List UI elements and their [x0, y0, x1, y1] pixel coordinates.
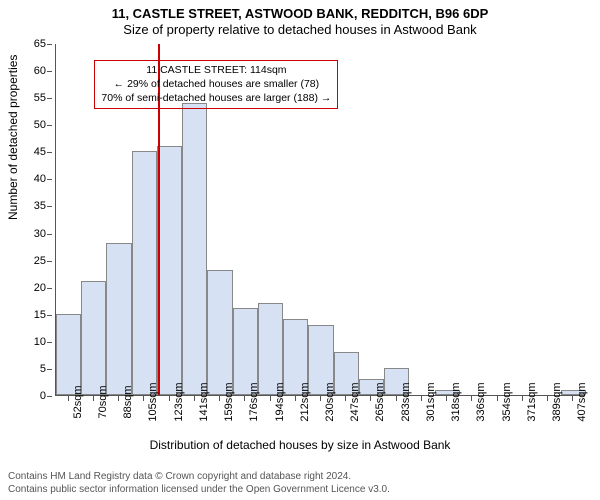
x-axis-label: Distribution of detached houses by size … — [0, 438, 600, 452]
x-tick-label: 52sqm — [72, 385, 84, 418]
y-tick-mark — [47, 342, 52, 343]
y-tick-label: 65 — [34, 38, 46, 50]
x-tick-label: 407sqm — [576, 382, 588, 421]
x-tick-mark — [572, 396, 573, 401]
x-tick-mark — [522, 396, 523, 401]
annotation-box: 11 CASTLE STREET: 114sqm← 29% of detache… — [94, 60, 338, 109]
x-tick-label: 88sqm — [122, 385, 134, 418]
x-tick-mark — [270, 396, 271, 401]
x-tick-mark — [396, 396, 397, 401]
y-tick-mark — [47, 206, 52, 207]
plot-area: 11 CASTLE STREET: 114sqm← 29% of detache… — [55, 44, 585, 396]
y-tick-mark — [47, 261, 52, 262]
x-tick-label: 230sqm — [324, 382, 336, 421]
footer-line-2: Contains public sector information licen… — [8, 484, 592, 497]
y-tick-label: 40 — [34, 173, 46, 185]
x-tick-label: 371sqm — [526, 382, 538, 421]
x-axis-ticks: 52sqm70sqm88sqm105sqm123sqm141sqm159sqm1… — [55, 396, 585, 438]
histogram-bar — [258, 303, 283, 395]
annotation-line: 11 CASTLE STREET: 114sqm — [101, 64, 331, 78]
x-tick-mark — [244, 396, 245, 401]
y-tick-label: 25 — [34, 255, 46, 267]
x-tick-label: 336sqm — [475, 382, 487, 421]
annotation-line: 70% of semi-detached houses are larger (… — [101, 92, 331, 106]
x-tick-label: 70sqm — [97, 385, 109, 418]
chart-title-main: 11, CASTLE STREET, ASTWOOD BANK, REDDITC… — [0, 0, 600, 21]
y-tick-mark — [47, 179, 52, 180]
x-tick-label: 265sqm — [374, 382, 386, 421]
x-tick-mark — [421, 396, 422, 401]
x-tick-label: 389sqm — [551, 382, 563, 421]
y-tick-label: 0 — [40, 390, 46, 402]
y-tick-label: 35 — [34, 200, 46, 212]
histogram-bar — [157, 146, 182, 395]
y-tick-label: 45 — [34, 146, 46, 158]
x-tick-label: 354sqm — [501, 382, 513, 421]
y-tick-label: 50 — [34, 119, 46, 131]
x-tick-label: 194sqm — [274, 382, 286, 421]
y-tick-mark — [47, 71, 52, 72]
x-tick-label: 159sqm — [223, 382, 235, 421]
y-tick-label: 10 — [34, 336, 46, 348]
x-tick-label: 141sqm — [198, 382, 210, 421]
y-tick-label: 60 — [34, 65, 46, 77]
x-tick-label: 123sqm — [173, 382, 185, 421]
histogram-bar — [207, 270, 232, 395]
y-tick-label: 15 — [34, 309, 46, 321]
y-axis-ticks: 05101520253035404550556065 — [0, 44, 52, 396]
annotation-line: ← 29% of detached houses are smaller (78… — [101, 78, 331, 92]
histogram-bar — [81, 281, 106, 395]
y-tick-mark — [47, 152, 52, 153]
x-tick-label: 283sqm — [400, 382, 412, 421]
x-tick-mark — [471, 396, 472, 401]
x-tick-label: 247sqm — [349, 382, 361, 421]
y-tick-mark — [47, 125, 52, 126]
x-tick-mark — [93, 396, 94, 401]
x-tick-mark — [345, 396, 346, 401]
x-tick-mark — [169, 396, 170, 401]
x-tick-mark — [547, 396, 548, 401]
x-tick-mark — [194, 396, 195, 401]
x-tick-mark — [68, 396, 69, 401]
histogram-bar — [132, 151, 157, 395]
y-tick-mark — [47, 44, 52, 45]
histogram-bar — [106, 243, 131, 395]
chart-container: 11, CASTLE STREET, ASTWOOD BANK, REDDITC… — [0, 0, 600, 500]
y-tick-label: 55 — [34, 92, 46, 104]
y-tick-label: 20 — [34, 282, 46, 294]
x-tick-label: 105sqm — [147, 382, 159, 421]
x-tick-mark — [295, 396, 296, 401]
y-tick-mark — [47, 369, 52, 370]
x-tick-mark — [143, 396, 144, 401]
x-tick-label: 301sqm — [425, 382, 437, 421]
footer-attribution: Contains HM Land Registry data © Crown c… — [0, 471, 600, 496]
x-tick-mark — [219, 396, 220, 401]
x-tick-mark — [446, 396, 447, 401]
x-tick-label: 318sqm — [450, 382, 462, 421]
x-tick-mark — [497, 396, 498, 401]
x-tick-label: 176sqm — [248, 382, 260, 421]
x-tick-label: 212sqm — [299, 382, 311, 421]
y-tick-mark — [47, 288, 52, 289]
y-tick-label: 30 — [34, 228, 46, 240]
x-tick-mark — [320, 396, 321, 401]
footer-line-1: Contains HM Land Registry data © Crown c… — [8, 471, 592, 484]
y-tick-label: 5 — [40, 363, 46, 375]
y-tick-mark — [47, 315, 52, 316]
y-tick-mark — [47, 396, 52, 397]
y-tick-mark — [47, 234, 52, 235]
chart-title-sub: Size of property relative to detached ho… — [0, 21, 600, 37]
histogram-bar — [182, 103, 207, 395]
y-tick-mark — [47, 98, 52, 99]
histogram-bar — [56, 314, 81, 395]
x-tick-mark — [118, 396, 119, 401]
x-tick-mark — [370, 396, 371, 401]
